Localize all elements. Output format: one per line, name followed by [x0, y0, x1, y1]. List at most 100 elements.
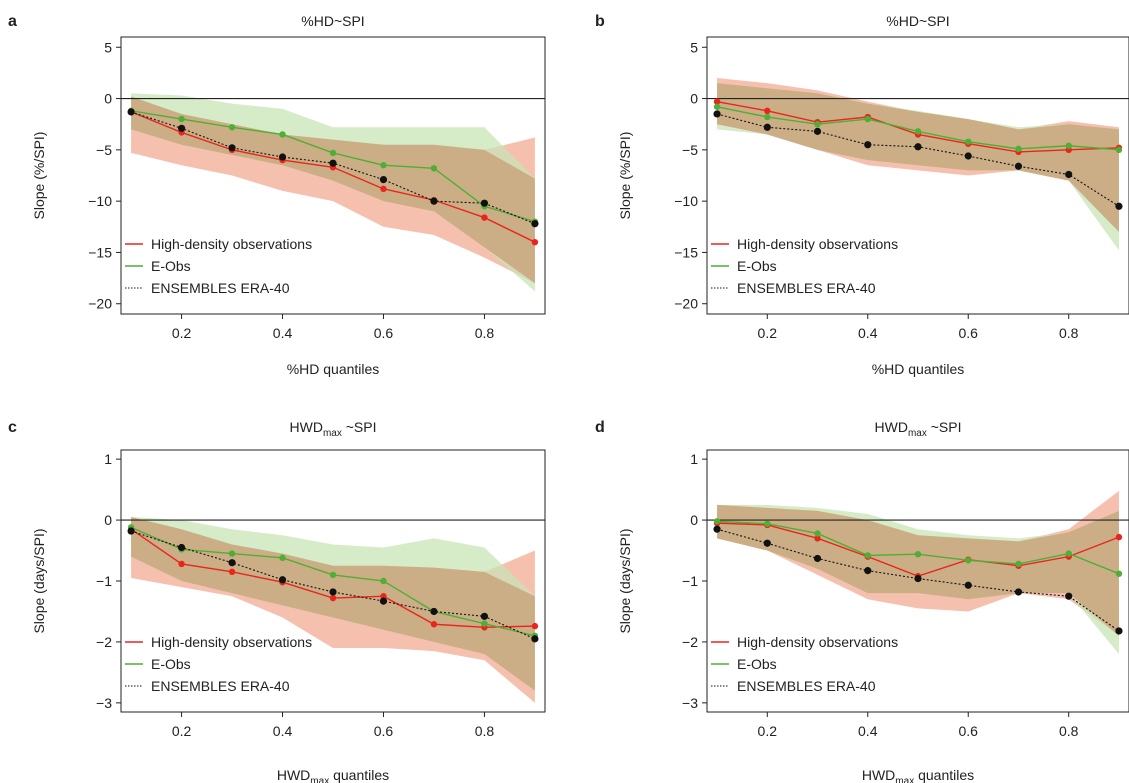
point-high-density-observations — [380, 593, 387, 600]
axes-frame — [706, 36, 1129, 315]
point-e-obs — [965, 557, 972, 564]
legend-label: E-Obs — [737, 656, 777, 672]
point-e-obs — [1065, 142, 1072, 149]
y-tick-label: −1 — [96, 573, 112, 589]
point-ensembles-era-40 — [713, 525, 721, 533]
y-tick-label: −3 — [96, 695, 112, 711]
plot-area — [121, 93, 545, 292]
point-high-density-observations — [531, 622, 539, 630]
x-tick-label: 0.6 — [959, 723, 979, 739]
point-ensembles-era-40 — [177, 543, 186, 552]
legend-label: E-Obs — [151, 258, 191, 274]
point-ensembles-era-40 — [1014, 162, 1023, 170]
point-high-density-observations — [430, 621, 438, 628]
x-tick-label: 0.6 — [374, 325, 394, 341]
point-e-obs — [1115, 146, 1123, 154]
point-e-obs — [380, 577, 387, 585]
x-tick-label: 0.6 — [959, 325, 979, 341]
point-e-obs — [1015, 560, 1022, 568]
point-ensembles-era-40 — [914, 143, 922, 151]
legend-label: E-Obs — [737, 258, 777, 274]
point-high-density-observations — [329, 594, 337, 602]
legend-label: High-density observations — [151, 634, 312, 650]
point-ensembles-era-40 — [964, 581, 972, 589]
x-tick-label: 0.4 — [858, 723, 878, 739]
point-high-density-observations — [713, 98, 721, 105]
legend-label: High-density observations — [737, 236, 898, 252]
y-tick-label: −10 — [674, 193, 698, 209]
y-tick-label: −3 — [682, 695, 698, 711]
point-ensembles-era-40 — [228, 559, 236, 567]
plot-area — [707, 78, 1129, 251]
point-ensembles-era-40 — [379, 597, 388, 605]
y-tick-label: 0 — [104, 512, 112, 528]
point-ensembles-era-40 — [813, 554, 822, 563]
panel-c: c HWDmax ~SPI 1 0 −1 −2 −3 0.2 0.4 0.6 0.8 Slope (d… — [8, 419, 546, 783]
legend-label: ENSEMBLES ERA-40 — [151, 280, 290, 296]
point-e-obs — [1015, 145, 1022, 153]
y-tick-label: 0 — [690, 512, 698, 528]
panel-title: HWDmax ~SPI — [875, 419, 962, 439]
panel-letter: d — [595, 419, 605, 436]
y-tick-label: 1 — [104, 451, 112, 467]
legend: High-density observations E-Obs ENSEMBLES … — [125, 634, 312, 694]
point-ensembles-era-40 — [531, 220, 539, 228]
point-e-obs — [713, 103, 721, 110]
x-tick-label: 0.4 — [273, 723, 293, 739]
legend: High-density observations E-Obs ENSEMBLES … — [711, 634, 898, 694]
point-e-obs — [914, 128, 922, 135]
y-tick-label: 1 — [690, 451, 698, 467]
point-e-obs — [814, 530, 821, 537]
y-tick-label: −20 — [674, 296, 698, 312]
point-ensembles-era-40 — [127, 108, 135, 116]
point-e-obs — [914, 550, 922, 558]
legend-label: ENSEMBLES ERA-40 — [151, 678, 290, 694]
x-tick-label: 0.8 — [1059, 723, 1079, 739]
point-high-density-observations — [380, 185, 387, 193]
point-ensembles-era-40 — [864, 141, 872, 149]
legend-label: ENSEMBLES ERA-40 — [737, 280, 876, 296]
panel-title: %HD~SPI — [886, 13, 949, 29]
point-ensembles-era-40 — [763, 123, 771, 131]
series-line-ensembles-era-40 — [716, 528, 1120, 632]
x-tick-label: 0.4 — [858, 325, 878, 341]
point-e-obs — [178, 115, 185, 123]
point-high-density-observations — [228, 568, 236, 576]
x-tick-label: 0.8 — [475, 723, 495, 739]
point-high-density-observations — [481, 214, 488, 221]
point-ensembles-era-40 — [1115, 202, 1123, 210]
x-tick-label: 0.2 — [758, 723, 778, 739]
y-tick-label: −2 — [682, 634, 698, 650]
y-tick-label: −5 — [682, 142, 698, 158]
y-axis-label: Slope (days/SPI) — [617, 528, 633, 633]
point-high-density-observations — [178, 560, 185, 568]
point-ensembles-era-40 — [278, 576, 287, 584]
panel-title: HWDmax ~SPI — [290, 419, 377, 439]
point-e-obs — [864, 115, 871, 123]
band-overlap — [717, 83, 1119, 232]
point-ensembles-era-40 — [480, 199, 489, 207]
plot-area — [121, 517, 545, 703]
legend-label: ENSEMBLES ERA-40 — [737, 678, 876, 694]
point-ensembles-era-40 — [430, 197, 438, 205]
y-tick-label: 0 — [690, 91, 698, 107]
panel-b: b %HD~SPI 5 0 −5 −10 −15 −20 0.2 0.4 0.6 0.8 Slope (… — [595, 13, 1129, 377]
panel-title: %HD~SPI — [301, 13, 364, 29]
band-overlap — [131, 96, 535, 284]
x-tick-label: 0.6 — [374, 723, 394, 739]
point-ensembles-era-40 — [127, 527, 135, 535]
point-e-obs — [329, 149, 337, 157]
point-ensembles-era-40 — [480, 612, 489, 620]
axes-frame — [120, 36, 546, 315]
x-tick-label: 0.2 — [172, 723, 192, 739]
point-ensembles-era-40 — [1014, 588, 1023, 596]
y-tick-label: −15 — [674, 244, 698, 260]
point-ensembles-era-40 — [964, 152, 972, 160]
point-e-obs — [864, 552, 871, 559]
point-e-obs — [1115, 570, 1123, 577]
point-e-obs — [965, 138, 972, 145]
point-ensembles-era-40 — [379, 176, 388, 184]
y-tick-label: −15 — [88, 244, 112, 260]
y-tick-label: −5 — [96, 142, 112, 158]
